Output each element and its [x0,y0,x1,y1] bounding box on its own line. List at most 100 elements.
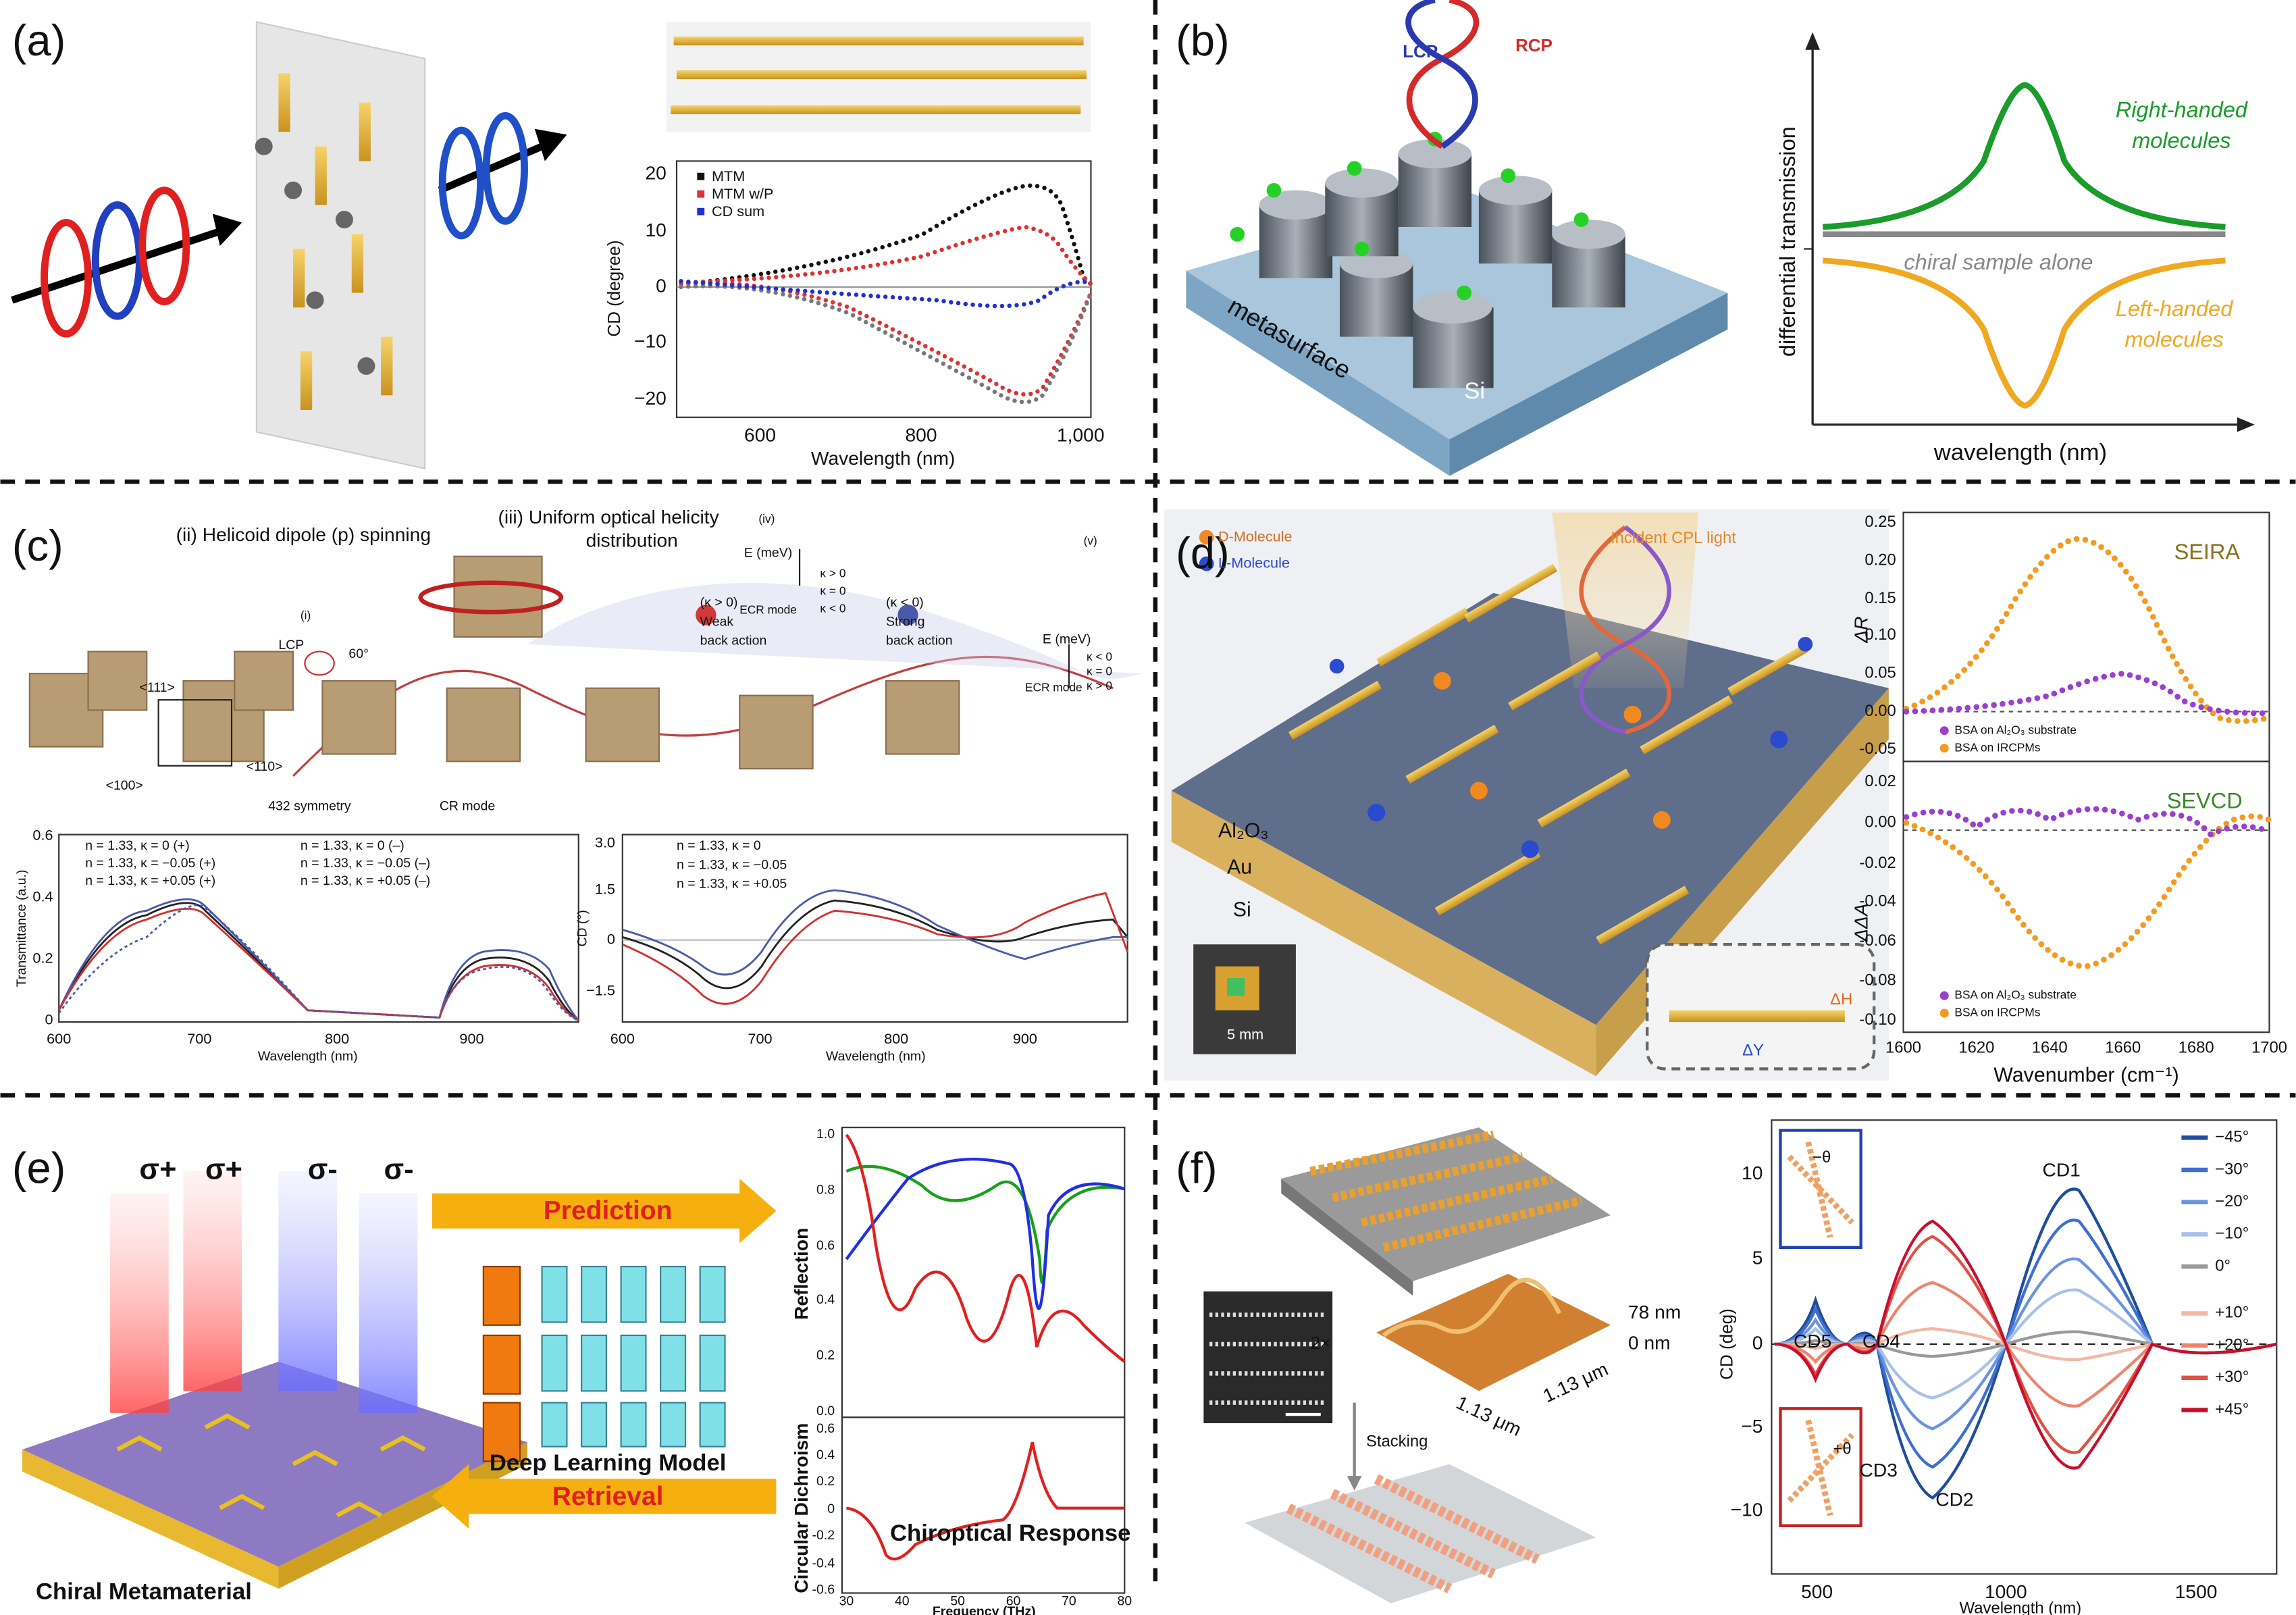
label: CD2 [1935,1488,1973,1510]
label: +θ [1833,1439,1851,1458]
y-tick-label: 0.6 [32,826,53,843]
y-tick-label: 0 [1752,1331,1763,1353]
label: LCP [278,638,304,652]
label: Chiroptical Response [890,1520,1130,1546]
label: κ = 0 [820,584,845,597]
x-tick-label: 700 [748,1030,772,1047]
label: Chiral Metamaterial [36,1579,252,1605]
label: chiral sample alone [1904,250,2093,274]
label: 78 nm [1628,1301,1681,1323]
label: LCP [1403,41,1438,61]
x-tick-label: 1700 [2251,1038,2287,1056]
label: κ > 0 [820,566,845,580]
legend-entry: n = 1.33, κ = −0.05 (–) [301,856,430,871]
label: E (meV) [1043,632,1091,646]
y-tick-label: 0.2 [32,950,53,967]
y-tick-label: 0.8 [816,1183,835,1198]
y-tick-label: -0.02 [1859,854,1896,872]
axis-label: CD (deg) [1716,1308,1736,1379]
label: SEIRA [2174,540,2241,564]
y-tick-label: 0.4 [816,1292,835,1307]
y-tick-label: 0.00 [1864,813,1896,831]
axis-label: Frequency (THz) [933,1604,1036,1615]
label: CD1 [2042,1159,2080,1181]
x-tick-label: 900 [459,1030,484,1047]
label: κ > 0 [1087,679,1112,692]
panel-label: (a) [12,16,66,65]
legend-entry: BSA on IRCPMs [1954,740,2040,754]
y-tick-label: -0.04 [1859,892,1896,911]
y-tick-label: 0.2 [816,1348,835,1362]
axis-label: Reflection [790,1228,812,1320]
label: CR mode [440,799,495,814]
y-tick-label: -0.4 [812,1556,835,1570]
y-tick-label: −1.5 [586,981,615,998]
label: Si [1464,378,1485,404]
x-tick-label: 30 [839,1594,854,1609]
label: (κ > 0) [700,595,738,610]
legend-entry: +20° [2215,1335,2249,1354]
x-tick-label: 1660 [2105,1038,2141,1056]
axis-label: CD (°) [575,910,590,946]
label: (i) [301,609,311,622]
label: Prediction [544,1196,673,1225]
y-tick-label: 0.20 [1864,551,1896,569]
y-tick-label: 1.0 [816,1127,835,1142]
x-tick-label: 1000 [1985,1581,2027,1602]
legend-entry: MTM [712,168,745,184]
label: κ < 0 [820,601,845,615]
y-tick-label: 1.5 [595,881,615,898]
y-tick-label: 3.0 [595,834,615,850]
label: σ+ [205,1154,242,1186]
label: Right-handed [2116,97,2248,122]
legend-entry: −10° [2215,1225,2249,1243]
y-tick-label: -0.2 [812,1528,835,1543]
axis-label: wavelength (nm) [1933,440,2107,465]
panel-label: (d) [1176,528,1229,578]
label: SEVCD [2167,789,2243,813]
label: σ+ [139,1154,176,1186]
y-tick-label: 10 [1742,1162,1763,1183]
x-tick-label: 60 [1006,1594,1021,1609]
y-tick-label: 0.10 [1864,625,1896,644]
y-tick-label: 0.4 [816,1447,835,1462]
x-tick-label: 600 [744,424,776,445]
label: Stacking [1366,1433,1428,1451]
label: −θ [1812,1148,1831,1167]
legend-entry: 0° [2215,1256,2230,1275]
label: E (meV) [744,546,793,561]
legend-entry: n = 1.33, κ = 0 [677,838,761,853]
x-tick-label: 1,000 [1057,424,1105,445]
label: back action [700,634,767,648]
y-tick-label: 0.4 [32,888,53,905]
label: κ < 0 [1087,650,1112,663]
panel-d-art [1164,509,2272,1081]
y-tick-label: 20 [645,161,666,183]
x-tick-label: 500 [1801,1581,1833,1602]
x-tick-label: 900 [1013,1030,1037,1047]
label: (iv) [758,512,775,525]
x-tick-label: 800 [325,1030,349,1047]
x-tick-label: 70 [1062,1594,1076,1609]
x-tick-label: 1600 [1885,1038,1921,1056]
x-tick-label: 80 [1117,1594,1132,1609]
panel-b-art [1186,0,2255,476]
y-tick-label: 0 [45,1011,53,1028]
legend-entry: −20° [2215,1192,2249,1210]
x-tick-label: 1680 [2178,1038,2214,1056]
legend-entry: n = 1.33, κ = 0 (–) [301,838,405,853]
label: Strong [886,614,924,629]
legend-entry: −45° [2215,1128,2249,1146]
legend-entry: n = 1.33, κ = +0.05 [677,876,787,891]
legend-entry: n = 1.33, κ = −0.05 (+) [85,856,215,871]
y-tick-label: 0.15 [1864,589,1896,607]
label: (κ < 0) [886,595,924,610]
label: back action [886,634,953,648]
panel-label: (c) [12,521,63,570]
label: <110> [246,759,283,774]
y-tick-label: 5 [1752,1247,1763,1268]
label: 1.13 μm [1540,1358,1611,1406]
legend-entry: n = 1.33, κ = +0.05 (+) [85,873,215,888]
label: (v) [1084,534,1097,548]
axis-label: Wavenumber (cm⁻¹) [1993,1064,2178,1086]
